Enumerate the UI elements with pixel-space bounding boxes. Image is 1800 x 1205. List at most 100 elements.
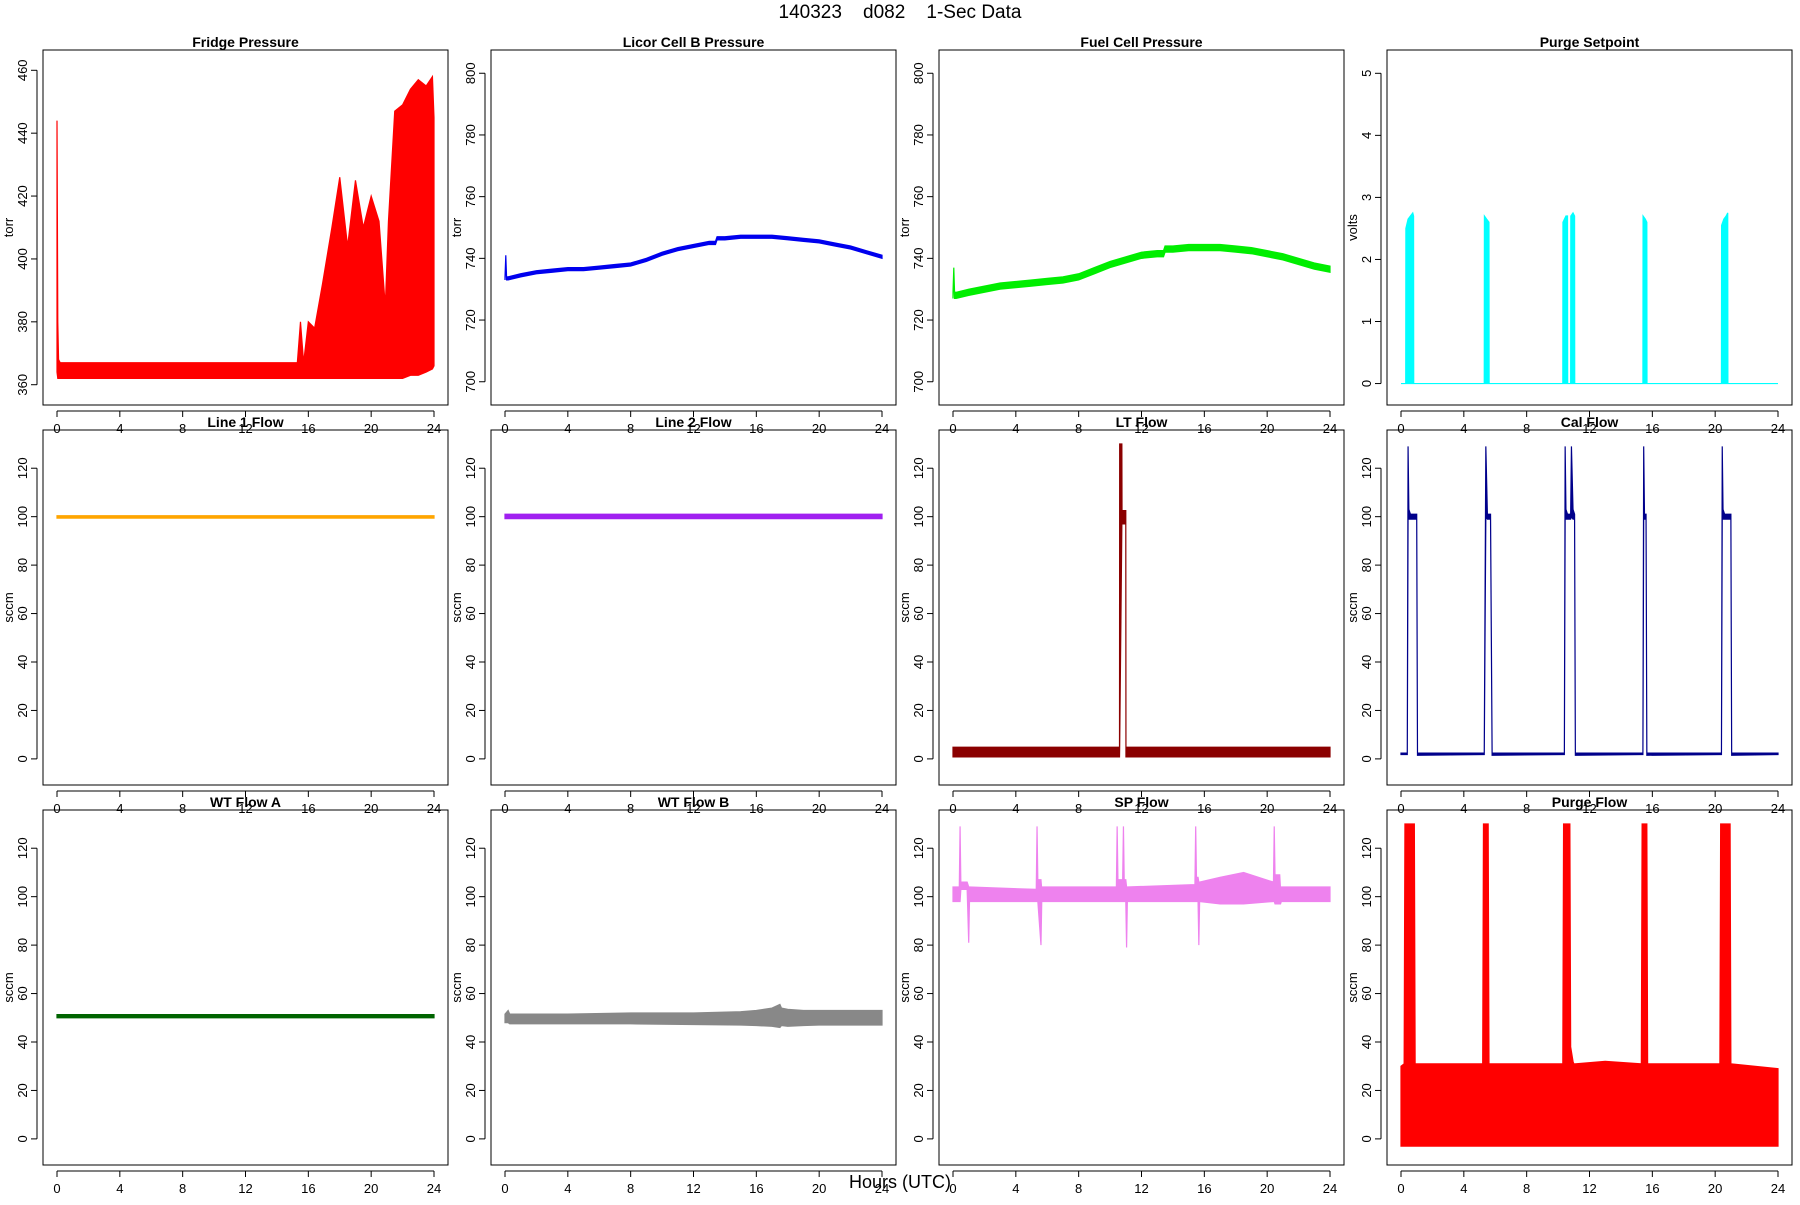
- y-tick-label: 1: [1359, 318, 1374, 325]
- y-tick-label: 0: [15, 1135, 30, 1142]
- x-tick-label: 12: [1582, 421, 1596, 436]
- y-tick-label: 780: [463, 124, 478, 146]
- x-tick-label: 12: [1582, 1181, 1596, 1196]
- x-tick-label: 8: [1075, 421, 1082, 436]
- x-tick-label: 20: [1260, 801, 1274, 816]
- y-tick-label: 120: [911, 837, 926, 859]
- x-tick-label: 24: [427, 801, 441, 816]
- x-tick-label: 4: [564, 421, 571, 436]
- y-tick-label: 40: [463, 1035, 478, 1049]
- y-axis-label: torr: [897, 217, 912, 237]
- y-axis-label: sccm: [449, 592, 464, 622]
- x-axis: 0 4 8 12 16 20 24: [53, 790, 441, 816]
- y-axis-label: sccm: [449, 972, 464, 1002]
- x-tick-label: 8: [179, 421, 186, 436]
- y-tick-label: 0: [463, 1135, 478, 1142]
- series-band-lt-flow: [952, 443, 1331, 758]
- y-axis-label: volts: [1345, 214, 1360, 241]
- y-tick-label: 80: [911, 938, 926, 952]
- y-tick-label: 60: [1359, 606, 1374, 620]
- y-tick-label: 100: [15, 886, 30, 908]
- y-tick-label: 120: [15, 837, 30, 859]
- x-tick-label: 0: [1397, 421, 1404, 436]
- x-tick-label: 16: [1197, 1181, 1211, 1196]
- x-tick-label: 4: [1012, 1181, 1019, 1196]
- page-title: 140323 d082 1-Sec Data: [778, 2, 1022, 23]
- x-tick-label: 16: [301, 421, 315, 436]
- y-axis-label: torr: [449, 217, 464, 237]
- x-tick-label: 16: [301, 801, 315, 816]
- x-tick-label: 12: [238, 421, 252, 436]
- y-axis-label: torr: [1, 217, 16, 237]
- y-tick-label: 100: [15, 506, 30, 528]
- y-tick-label: 440: [15, 122, 30, 144]
- x-tick-label: 20: [812, 421, 826, 436]
- x-axis: 0 4 8 12 16 20 24: [501, 410, 889, 436]
- plot-frame: [1386, 49, 1793, 406]
- x-tick-label: 12: [686, 1181, 700, 1196]
- series-band-wt-flow-b: [504, 1003, 883, 1029]
- x-tick-label: 0: [501, 801, 508, 816]
- y-tick-label: 40: [911, 655, 926, 669]
- y-axis-label: sccm: [1, 972, 16, 1002]
- series-band-line-2-flow: [504, 513, 883, 520]
- chart-fuel-cell-pressure: Fuel Cell Pressure 0 4 8 12 16 20 24 700 720 740 76…: [897, 34, 1345, 436]
- x-tick-label: 4: [116, 421, 123, 436]
- x-tick-label: 0: [949, 801, 956, 816]
- y-axis: 0 20 40 60 80 100 120: [1359, 457, 1382, 763]
- y-axis: 0 20 40 60 80 100 120: [463, 837, 486, 1143]
- y-tick-label: 4: [1359, 132, 1374, 139]
- y-tick-label: 100: [463, 886, 478, 908]
- y-tick-label: 100: [1359, 506, 1374, 528]
- y-tick-label: 80: [463, 558, 478, 572]
- x-tick-label: 4: [116, 801, 123, 816]
- chart-title: Purge Setpoint: [1540, 34, 1640, 50]
- plot-frame: [42, 49, 449, 406]
- x-tick-label: 0: [501, 421, 508, 436]
- x-tick-label: 12: [1582, 801, 1596, 816]
- x-tick-label: 24: [427, 1181, 441, 1196]
- y-tick-label: 720: [911, 309, 926, 331]
- x-axis: 0 4 8 12 16 20 24: [949, 790, 1337, 816]
- y-tick-label: 120: [1359, 837, 1374, 859]
- x-tick-label: 20: [812, 1181, 826, 1196]
- y-tick-label: 0: [463, 755, 478, 762]
- y-tick-label: 40: [15, 655, 30, 669]
- x-axis: 0 4 8 12 16 20 24: [53, 1170, 441, 1196]
- x-tick-label: 0: [53, 1181, 60, 1196]
- x-tick-label: 4: [1460, 421, 1467, 436]
- x-tick-label: 12: [238, 1181, 252, 1196]
- x-tick-label: 4: [1460, 801, 1467, 816]
- chart-title: Licor Cell B Pressure: [623, 34, 765, 50]
- y-tick-label: 60: [15, 986, 30, 1000]
- y-tick-label: 120: [15, 457, 30, 479]
- y-tick-label: 420: [15, 185, 30, 207]
- y-tick-label: 60: [15, 606, 30, 620]
- x-tick-label: 0: [949, 421, 956, 436]
- y-axis: 0 20 40 60 80 100 120: [1359, 837, 1382, 1143]
- y-tick-label: 0: [1359, 755, 1374, 762]
- y-tick-label: 740: [463, 247, 478, 269]
- x-tick-label: 20: [1260, 1181, 1274, 1196]
- x-tick-label: 8: [627, 1181, 634, 1196]
- y-tick-label: 760: [463, 186, 478, 208]
- x-tick-label: 12: [1134, 801, 1148, 816]
- x-tick-label: 0: [1397, 801, 1404, 816]
- x-tick-label: 24: [1323, 801, 1337, 816]
- y-tick-label: 80: [463, 938, 478, 952]
- y-tick-label: 120: [911, 457, 926, 479]
- y-tick-label: 40: [463, 655, 478, 669]
- series-band-sp-flow: [952, 826, 1331, 948]
- plot-frame: [42, 429, 449, 786]
- chart-title: Line 1 Flow: [207, 414, 283, 430]
- chart-title: Purge Flow: [1552, 794, 1628, 810]
- x-tick-label: 16: [1197, 801, 1211, 816]
- y-axis-label: sccm: [897, 592, 912, 622]
- x-tick-label: 8: [179, 1181, 186, 1196]
- y-tick-label: 20: [15, 703, 30, 717]
- chart-title: LT Flow: [1116, 414, 1168, 430]
- x-tick-label: 16: [749, 421, 763, 436]
- x-tick-label: 0: [501, 1181, 508, 1196]
